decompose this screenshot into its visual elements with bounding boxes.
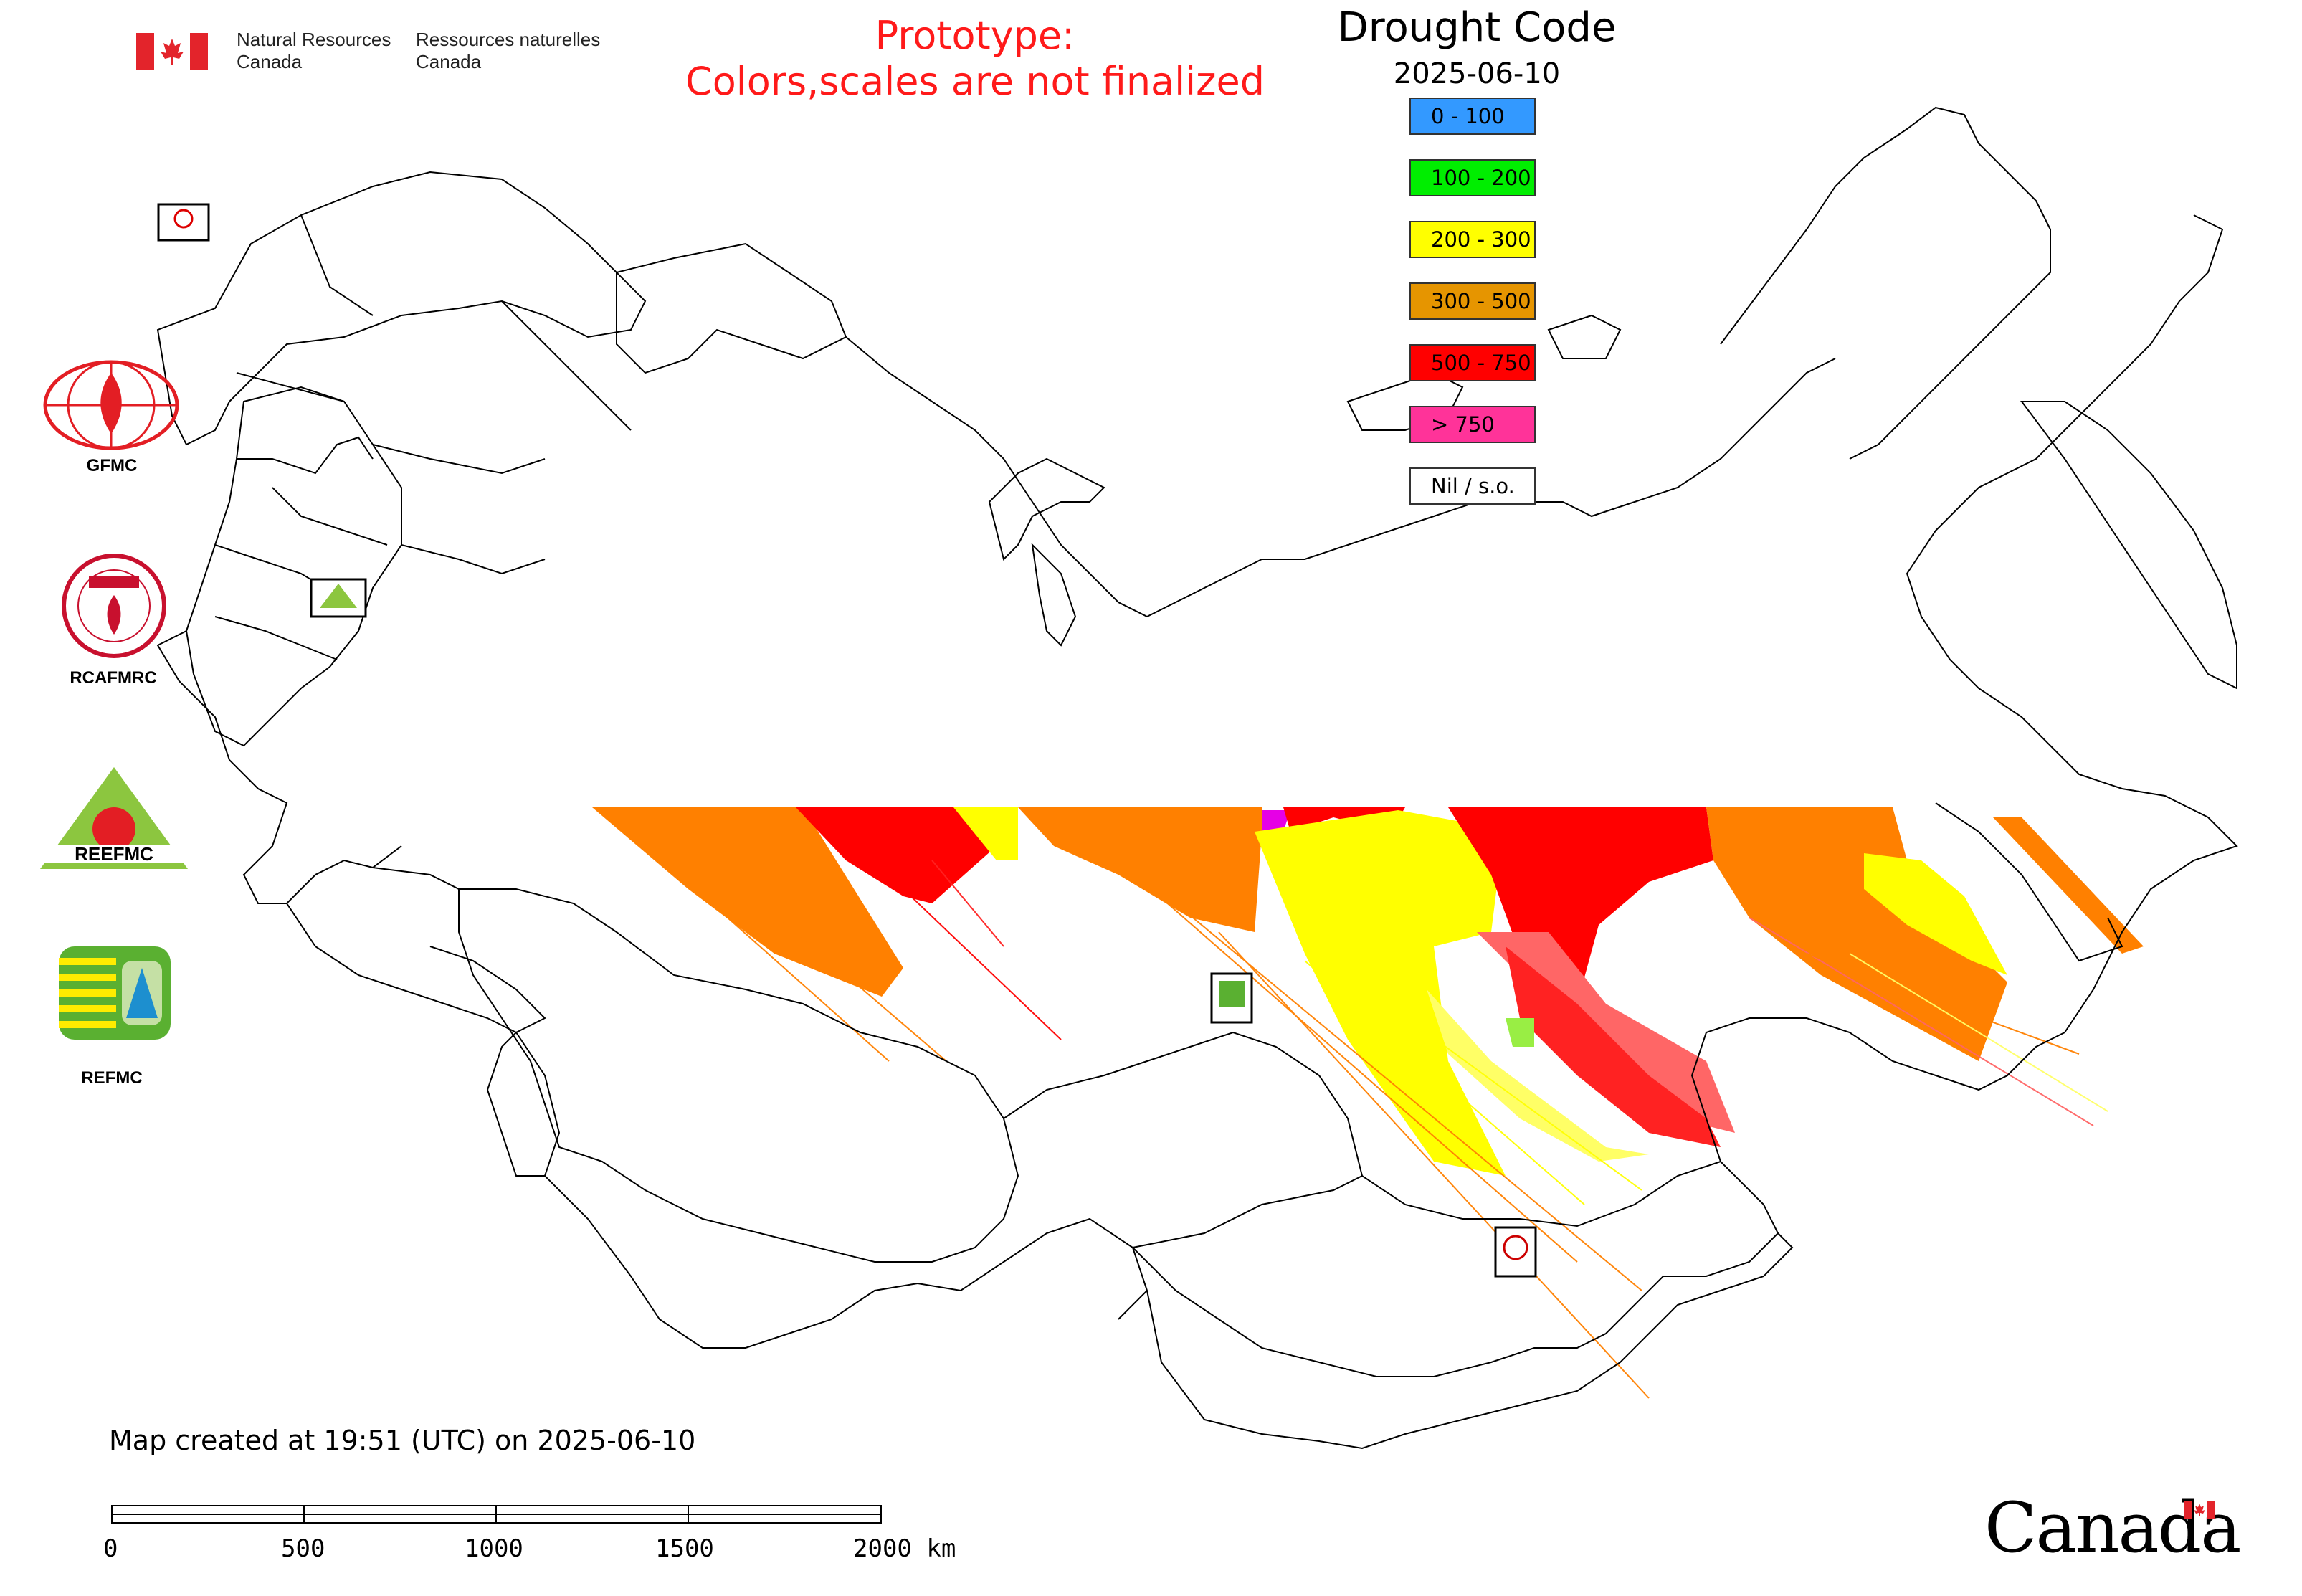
chukotka-outline: [1720, 106, 2051, 460]
map-markers: [157, 203, 1537, 1278]
scale-label-500: 500: [281, 1534, 325, 1563]
canada-flag-icon: [136, 33, 208, 70]
legend-item-0-100: 0 - 100: [1409, 98, 1536, 135]
china-outline: [1146, 1232, 1794, 1450]
caucasus-outline: [286, 903, 546, 1034]
legend-item-over-750: > 750: [1409, 406, 1536, 443]
gfmc-logo: [43, 360, 179, 450]
fill-yellow-lower: [1427, 989, 1649, 1162]
scale-label-1500: 1500: [655, 1534, 714, 1563]
novaya-zemlya: [988, 457, 1105, 561]
taimyr-islands: [1346, 371, 1464, 431]
svg-text:REEFMC: REEFMC: [75, 843, 153, 865]
refmc-label: REFMC: [81, 1068, 143, 1088]
yamal-peninsula: [1031, 543, 1077, 647]
canada-wordmark: Canada: [1984, 1488, 2241, 1568]
scale-label-0: 0: [103, 1534, 118, 1563]
scale-seg-1: [111, 1514, 305, 1524]
scale-seg-3: [495, 1514, 689, 1524]
mongolia-outline: [1131, 1160, 1779, 1377]
russia-south-border: [372, 867, 2065, 1177]
fill-red-central: [1448, 807, 1713, 1004]
map-created-timestamp: Map created at 19:51 (UTC) on 2025-06-10: [109, 1425, 696, 1456]
scale-label-2000km: 2000 km: [853, 1534, 956, 1563]
country-outlines: [156, 106, 2238, 1450]
reefmc-logo: REEFMC: [40, 767, 188, 869]
fill-green-spot: [1506, 1018, 1534, 1047]
kamchatka-outline: [2020, 401, 2237, 690]
scale-seg-4: [688, 1505, 882, 1515]
drought-streaks: [630, 831, 2108, 1399]
fill-orange-ext-east: [1993, 817, 2144, 954]
baltic-outline: [214, 436, 388, 660]
nrcan-english-name: Natural Resources Canada: [237, 29, 391, 72]
fill-orange-mid: [1018, 807, 1262, 932]
marker-rcafmrc: [1494, 1226, 1537, 1278]
scale-label-1000: 1000: [465, 1534, 523, 1563]
ukraine-outline: [156, 630, 402, 904]
legend-item-300-500: 300 - 500: [1409, 282, 1536, 320]
scandinavia-outline: [156, 171, 647, 446]
legend-item-100-200: 100 - 200: [1409, 159, 1536, 196]
fill-orange-west: [592, 807, 903, 997]
far-east-coast: [1906, 214, 2238, 1033]
fill-red-west: [796, 807, 997, 903]
kola-outline: [616, 242, 847, 374]
lena-delta-islands: [1547, 314, 1622, 359]
wordmark-flag-icon: [2184, 1501, 2215, 1519]
caspian-outline: [486, 1031, 561, 1177]
fill-yellow-west: [953, 807, 1018, 860]
west-outline: [185, 386, 402, 747]
fill-magenta-spot: [1262, 810, 1290, 832]
kazakhstan-outline: [458, 888, 1019, 1263]
fill-orange-east: [1706, 807, 2007, 1061]
drought-fill-layer: [592, 807, 2144, 1176]
scale-seg-2: [303, 1505, 497, 1515]
fill-yellow-central: [1255, 810, 1506, 1176]
legend-date: 2025-06-10: [1393, 57, 1561, 90]
gfmc-label: GFMC: [86, 456, 138, 475]
fill-red-streaks-central: [1506, 946, 1721, 1147]
rcafmrc-label: RCAFMRC: [70, 668, 157, 688]
refmc-logo: [59, 946, 171, 1040]
nrcan-signature: Natural Resources Canada Ressources natu…: [136, 29, 624, 79]
central-asia-outline: [544, 1175, 1148, 1349]
internal-borders: [236, 214, 632, 575]
arctic-coast: [845, 336, 1836, 618]
legend-title: Drought Code: [1337, 4, 1617, 51]
nrcan-french-name: Ressources naturelles Canada: [416, 29, 601, 72]
legend-item-200-300: 200 - 300: [1409, 221, 1536, 258]
rcafmrc-logo: [62, 554, 166, 658]
legend-item-500-750: 500 - 750: [1409, 344, 1536, 381]
scale-bar: [111, 1505, 882, 1524]
legend-item-nil: Nil / s.o.: [1409, 467, 1536, 505]
fill-yellow-east: [1864, 853, 2007, 975]
prototype-notice: Prototype: Colors,scales are not finaliz…: [685, 13, 1265, 104]
sakhalin-outline: [1935, 802, 2123, 962]
